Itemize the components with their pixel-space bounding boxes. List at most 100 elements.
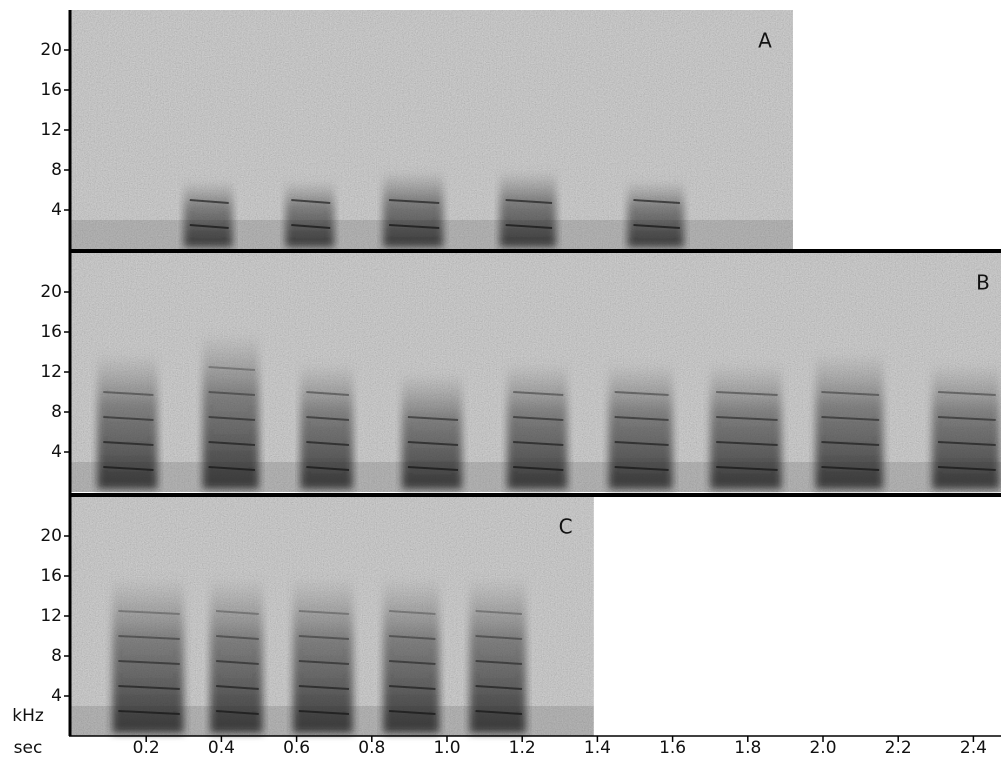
harmonic bbox=[407, 466, 459, 471]
harmonic bbox=[208, 441, 256, 446]
y-tick-label: 12 bbox=[40, 362, 62, 382]
x-tick-label: 1.0 bbox=[433, 738, 460, 758]
syllable bbox=[383, 576, 440, 733]
harmonic bbox=[208, 366, 256, 371]
harmonic bbox=[505, 224, 553, 229]
harmonic bbox=[407, 441, 459, 446]
harmonic bbox=[306, 441, 350, 446]
harmonic bbox=[937, 391, 996, 396]
y-tick-label: 20 bbox=[40, 526, 62, 546]
harmonic bbox=[614, 416, 669, 421]
harmonic bbox=[208, 466, 256, 471]
harmonic bbox=[389, 224, 440, 229]
harmonic bbox=[103, 416, 154, 421]
harmonic bbox=[633, 224, 680, 229]
harmonic bbox=[389, 710, 436, 715]
syllable bbox=[183, 180, 233, 247]
y-tick-label: 20 bbox=[40, 40, 62, 60]
harmonic bbox=[298, 710, 350, 715]
harmonic bbox=[614, 466, 669, 471]
harmonic bbox=[505, 199, 553, 204]
harmonic bbox=[189, 199, 229, 204]
harmonic bbox=[216, 685, 259, 690]
harmonic bbox=[475, 710, 523, 715]
harmonic bbox=[716, 416, 778, 421]
y-tick-label: 16 bbox=[40, 566, 62, 586]
x-tick-label: 0.2 bbox=[133, 738, 160, 758]
harmonic bbox=[937, 416, 996, 421]
harmonic bbox=[103, 441, 154, 446]
y-axis-label: kHz bbox=[12, 706, 44, 726]
harmonic bbox=[208, 391, 256, 396]
syllable bbox=[627, 180, 684, 247]
panel bbox=[71, 252, 1001, 492]
y-tick-label: 4 bbox=[51, 200, 62, 220]
y-tick-label: 8 bbox=[51, 402, 62, 422]
harmonic bbox=[475, 635, 523, 640]
syllable bbox=[202, 332, 259, 489]
harmonic bbox=[306, 416, 350, 421]
y-tick-label: 20 bbox=[40, 282, 62, 302]
harmonic bbox=[216, 635, 259, 640]
syllable bbox=[499, 170, 557, 247]
harmonic bbox=[716, 391, 778, 396]
harmonic bbox=[216, 610, 259, 615]
y-tick-label: 4 bbox=[51, 442, 62, 462]
panel bbox=[71, 10, 793, 250]
y-tick-label: 8 bbox=[51, 160, 62, 180]
panel-label: C bbox=[559, 515, 573, 539]
harmonic bbox=[189, 224, 229, 229]
x-tick-label: 1.8 bbox=[734, 738, 761, 758]
y-tick-label: 16 bbox=[40, 322, 62, 342]
x-tick-label: 1.6 bbox=[659, 738, 686, 758]
panel-label: B bbox=[976, 271, 990, 295]
harmonic bbox=[633, 199, 680, 204]
harmonic bbox=[513, 441, 564, 446]
harmonic bbox=[716, 466, 778, 471]
x-tick-label: 1.2 bbox=[509, 738, 536, 758]
panel bbox=[71, 496, 594, 736]
harmonic bbox=[208, 416, 256, 421]
harmonic bbox=[118, 710, 180, 715]
harmonic bbox=[475, 610, 523, 615]
harmonic bbox=[216, 710, 259, 715]
harmonic bbox=[389, 610, 436, 615]
syllable bbox=[469, 576, 526, 733]
harmonic bbox=[821, 441, 880, 446]
x-tick-label: 0.4 bbox=[208, 738, 235, 758]
harmonic bbox=[614, 391, 669, 396]
syllable bbox=[285, 180, 335, 247]
syllable bbox=[401, 372, 463, 489]
syllable bbox=[383, 170, 444, 247]
syllable bbox=[112, 576, 184, 733]
harmonic bbox=[298, 635, 350, 640]
harmonic bbox=[937, 441, 996, 446]
x-tick-label: 2.2 bbox=[885, 738, 912, 758]
harmonic bbox=[821, 391, 880, 396]
harmonic bbox=[821, 416, 880, 421]
harmonic bbox=[716, 441, 778, 446]
x-tick-label: 0.8 bbox=[358, 738, 385, 758]
harmonic bbox=[475, 685, 523, 690]
harmonic bbox=[298, 610, 350, 615]
x-tick-label: 0.6 bbox=[283, 738, 310, 758]
harmonic bbox=[103, 391, 154, 396]
y-tick-label: 16 bbox=[40, 80, 62, 100]
harmonic bbox=[475, 660, 523, 665]
harmonic bbox=[118, 610, 180, 615]
harmonic bbox=[306, 466, 350, 471]
harmonic bbox=[513, 466, 564, 471]
harmonic bbox=[389, 685, 436, 690]
harmonic bbox=[389, 660, 436, 665]
harmonic bbox=[216, 660, 259, 665]
harmonic bbox=[298, 685, 350, 690]
harmonic bbox=[614, 441, 669, 446]
x-tick-label: 1.4 bbox=[584, 738, 611, 758]
y-tick-label: 8 bbox=[51, 646, 62, 666]
x-tick-label: 2.0 bbox=[809, 738, 836, 758]
harmonic bbox=[291, 224, 331, 229]
harmonic bbox=[118, 660, 180, 665]
syllable bbox=[292, 576, 353, 733]
harmonic bbox=[937, 466, 996, 471]
